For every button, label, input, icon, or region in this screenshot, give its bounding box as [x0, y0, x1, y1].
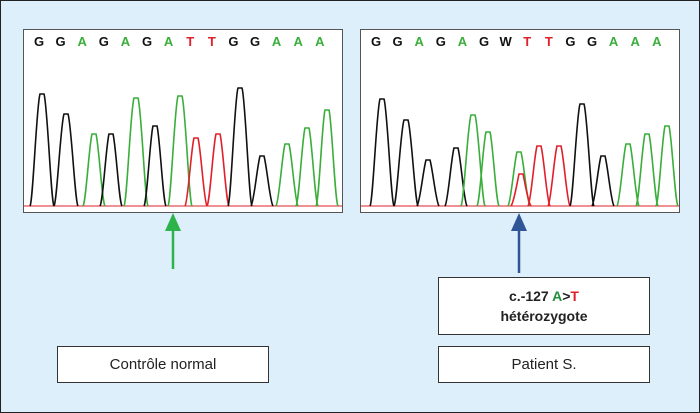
mutation-ref-base: A	[552, 288, 563, 304]
base-letter: G	[435, 34, 446, 49]
trace-peak	[295, 127, 319, 207]
base-letter: A	[120, 34, 131, 49]
base-letter: G	[33, 34, 45, 49]
trace-peak	[315, 109, 339, 207]
base-letter: G	[228, 34, 239, 49]
trace-peak	[206, 133, 230, 207]
base-letter: G	[55, 34, 66, 49]
trace-peak	[616, 143, 640, 207]
mutation-callout: c.-127 A>T hétérozygote	[438, 277, 650, 335]
trace-peak	[53, 113, 79, 207]
mutation-alt-base: T	[570, 288, 579, 304]
trace-peak	[547, 145, 571, 207]
label-patient: Patient S.	[438, 346, 650, 383]
trace-peak	[275, 143, 299, 207]
base-letter: W	[499, 34, 512, 49]
trace-peak	[99, 133, 123, 207]
base-letter: A	[163, 34, 174, 49]
mutation-prefix: c.-127	[509, 288, 553, 304]
base-letter: A	[652, 34, 662, 49]
arrow-patient	[511, 213, 527, 273]
trace-peak	[250, 155, 274, 207]
base-letter: A	[77, 34, 87, 49]
mutation-separator: >	[562, 288, 571, 304]
trace-peak	[444, 147, 468, 207]
base-letter: G	[98, 34, 109, 49]
base-letter: T	[544, 34, 553, 49]
base-letter: A	[293, 34, 303, 49]
trace-peak	[369, 98, 395, 207]
base-letter: G	[565, 34, 576, 49]
base-letter: G	[249, 34, 261, 49]
base-letter: G	[586, 34, 598, 49]
base-letter: A	[457, 34, 468, 49]
base-letter: G	[478, 34, 490, 49]
trace-peak	[460, 114, 486, 207]
mutation-notation: c.-127 A>T	[509, 286, 579, 306]
trace-peak	[29, 93, 55, 207]
base-letter: T	[186, 34, 195, 49]
base-letter: A	[315, 34, 325, 49]
trace-peak	[569, 103, 595, 207]
base-letter: G	[392, 34, 403, 49]
trace-patient	[361, 98, 679, 207]
trace-peak	[476, 131, 500, 207]
base-letter: G	[141, 34, 153, 49]
base-letter: T	[523, 34, 532, 49]
trace-peak	[591, 155, 615, 207]
mutation-zygosity: hétérozygote	[500, 308, 588, 324]
trace-control	[24, 87, 342, 207]
base-letter: A	[608, 34, 619, 49]
arrow-control	[165, 213, 181, 269]
trace-peak	[143, 125, 167, 207]
trace-peak	[416, 159, 440, 207]
trace-peak	[655, 125, 679, 207]
trace-peak	[123, 97, 149, 207]
base-letter: G	[370, 34, 382, 49]
trace-peak	[635, 133, 659, 207]
trace-peak	[184, 137, 208, 207]
base-letter: A	[630, 34, 640, 49]
base-letter: A	[414, 34, 424, 49]
trace-peak	[227, 87, 253, 207]
base-letter: T	[207, 34, 216, 49]
label-control: Contrôle normal	[57, 346, 269, 383]
trace-peak	[393, 119, 419, 207]
trace-peak	[527, 145, 551, 207]
base-letter: A	[271, 34, 282, 49]
trace-peak	[510, 173, 532, 207]
